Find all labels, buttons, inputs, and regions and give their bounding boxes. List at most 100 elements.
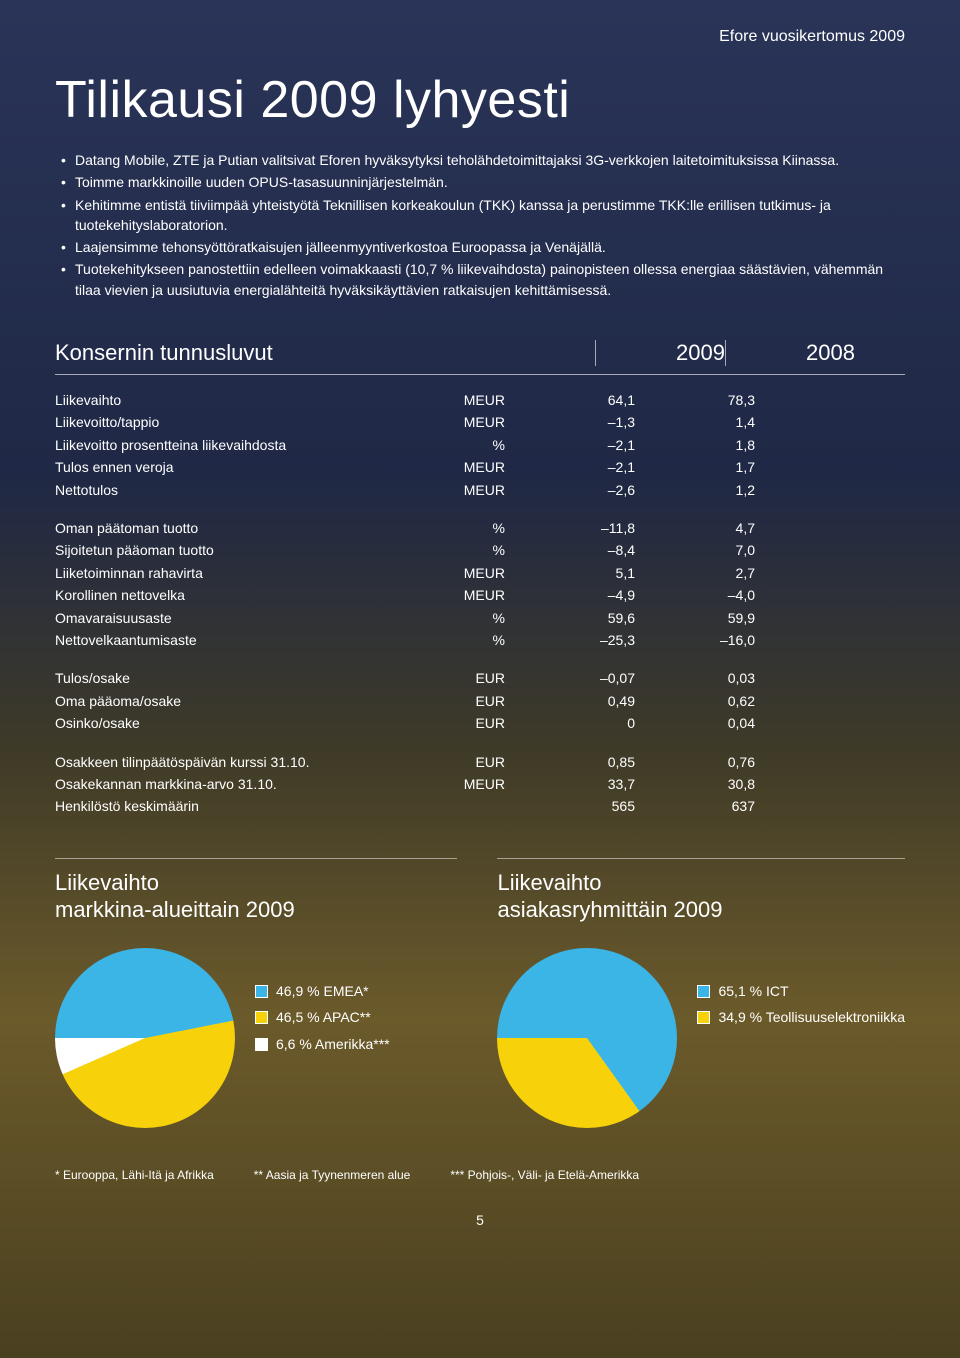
row-val-2009: –0,07 — [515, 667, 635, 689]
table-year2: 2008 — [725, 340, 855, 366]
legend-item: 46,9 % EMEA* — [255, 978, 390, 1005]
row-val-2009: –2,6 — [515, 479, 635, 501]
table-row: Henkilöstö keskimäärin565637 — [55, 795, 905, 817]
row-label: Liikevoitto/tappio — [55, 411, 425, 433]
footnotes: * Eurooppa, Lähi-Itä ja Afrikka ** Aasia… — [55, 1168, 905, 1182]
table-row: LiikevaihtoMEUR64,178,3 — [55, 389, 905, 411]
table-row: Liikevoitto prosentteina liikevaihdosta%… — [55, 434, 905, 456]
table-row: Korollinen nettovelkaMEUR–4,9–4,0 — [55, 584, 905, 606]
table-row: NettotulosMEUR–2,61,2 — [55, 479, 905, 501]
footnote-3: *** Pohjois-, Väli- ja Etelä-Amerikka — [450, 1168, 639, 1182]
legend-swatch — [697, 1011, 710, 1024]
row-label: Omavaraisuusaste — [55, 607, 425, 629]
table-row: Oma pääoma/osakeEUR0,490,62 — [55, 690, 905, 712]
legend-swatch — [255, 1011, 268, 1024]
row-label: Oma pääoma/osake — [55, 690, 425, 712]
row-val-2008: –16,0 — [635, 629, 755, 651]
legend-item: 34,9 % Teollisuuselektroniikka — [697, 1004, 905, 1031]
bullet-item: Tuotekehitykseen panostettiin edelleen v… — [61, 259, 905, 300]
row-unit: EUR — [425, 690, 515, 712]
row-unit: MEUR — [425, 479, 515, 501]
legend-item: 65,1 % ICT — [697, 978, 905, 1005]
chart1-title-line2: markkina-alueittain 2009 — [55, 897, 295, 922]
chart1-title-line1: Liikevaihto — [55, 870, 159, 895]
row-label: Korollinen nettovelka — [55, 584, 425, 606]
legend-label: 6,6 % Amerikka*** — [276, 1031, 390, 1058]
chart2-title-line1: Liikevaihto — [497, 870, 601, 895]
row-val-2008: 637 — [635, 795, 755, 817]
row-label: Liiketoiminnan rahavirta — [55, 562, 425, 584]
table-row: Osinko/osakeEUR00,04 — [55, 712, 905, 734]
row-val-2009: –11,8 — [515, 517, 635, 539]
row-val-2009: –25,3 — [515, 629, 635, 651]
table-row: Liikevoitto/tappioMEUR–1,31,4 — [55, 411, 905, 433]
row-unit: MEUR — [425, 456, 515, 478]
table-row: Osakekannan markkina-arvo 31.10.MEUR33,7… — [55, 773, 905, 795]
row-val-2009: –2,1 — [515, 434, 635, 456]
header-right: Efore vuosikertomus 2009 — [719, 28, 905, 46]
row-val-2008: –4,0 — [635, 584, 755, 606]
legend-market: 46,9 % EMEA*46,5 % APAC**6,6 % Amerikka*… — [255, 978, 390, 1058]
row-val-2009: –2,1 — [515, 456, 635, 478]
row-label: Tulos ennen veroja — [55, 456, 425, 478]
row-val-2008: 0,03 — [635, 667, 755, 689]
row-unit: EUR — [425, 751, 515, 773]
row-val-2008: 1,2 — [635, 479, 755, 501]
row-unit: EUR — [425, 712, 515, 734]
row-val-2009: 33,7 — [515, 773, 635, 795]
row-unit: MEUR — [425, 584, 515, 606]
table-row: Omavaraisuusaste%59,659,9 — [55, 607, 905, 629]
row-unit: MEUR — [425, 411, 515, 433]
row-unit: MEUR — [425, 389, 515, 411]
pie-chart-market — [55, 948, 235, 1128]
row-val-2008: 1,7 — [635, 456, 755, 478]
row-unit: EUR — [425, 667, 515, 689]
row-val-2008: 0,04 — [635, 712, 755, 734]
row-unit — [425, 795, 515, 817]
table-row: Oman päätoman tuotto%–11,84,7 — [55, 517, 905, 539]
row-label: Oman päätoman tuotto — [55, 517, 425, 539]
row-val-2009: 64,1 — [515, 389, 635, 411]
row-label: Osakekannan markkina-arvo 31.10. — [55, 773, 425, 795]
row-val-2008: 4,7 — [635, 517, 755, 539]
row-label: Tulos/osake — [55, 667, 425, 689]
table-row: Liiketoiminnan rahavirtaMEUR5,12,7 — [55, 562, 905, 584]
row-unit: % — [425, 629, 515, 651]
footnote-2: ** Aasia ja Tyynenmeren alue — [254, 1168, 411, 1182]
legend-item: 46,5 % APAC** — [255, 1004, 390, 1031]
row-val-2008: 7,0 — [635, 539, 755, 561]
row-label: Liikevaihto — [55, 389, 425, 411]
row-val-2009: –1,3 — [515, 411, 635, 433]
legend-swatch — [255, 985, 268, 998]
bullet-item: Toimme markkinoille uuden OPUS-tasasuunn… — [61, 172, 905, 192]
row-unit: MEUR — [425, 562, 515, 584]
footnote-1: * Eurooppa, Lähi-Itä ja Afrikka — [55, 1168, 214, 1182]
legend-swatch — [255, 1038, 268, 1051]
page-number: 5 — [55, 1212, 905, 1228]
chart-region-customer: Liikevaihto asiakasryhmittäin 2009 65,1 … — [497, 858, 905, 1128]
row-val-2009: –4,9 — [515, 584, 635, 606]
row-val-2009: 5,1 — [515, 562, 635, 584]
row-unit: % — [425, 434, 515, 456]
row-unit: % — [425, 517, 515, 539]
table-heading: Konsernin tunnusluvut — [55, 340, 595, 366]
row-val-2008: 1,8 — [635, 434, 755, 456]
row-label: Nettotulos — [55, 479, 425, 501]
table-row: Sijoitetun pääoman tuotto%–8,47,0 — [55, 539, 905, 561]
table-row: Tulos/osakeEUR–0,070,03 — [55, 667, 905, 689]
bullet-item: Kehitimme entistä tiiviimpää yhteistyötä… — [61, 195, 905, 236]
row-unit: % — [425, 607, 515, 629]
table-row: Tulos ennen verojaMEUR–2,11,7 — [55, 456, 905, 478]
page-title: Tilikausi 2009 lyhyesti — [55, 70, 905, 130]
legend-customer: 65,1 % ICT34,9 % Teollisuuselektroniikka — [697, 978, 905, 1031]
legend-label: 34,9 % Teollisuuselektroniikka — [718, 1004, 905, 1031]
row-val-2009: 0,49 — [515, 690, 635, 712]
table-year1: 2009 — [595, 340, 725, 366]
legend-item: 6,6 % Amerikka*** — [255, 1031, 390, 1058]
chart-region-market: Liikevaihto markkina-alueittain 2009 46,… — [55, 858, 457, 1128]
chart2-title-line2: asiakasryhmittäin 2009 — [497, 897, 722, 922]
row-val-2009: 59,6 — [515, 607, 635, 629]
bullet-item: Datang Mobile, ZTE ja Putian valitsivat … — [61, 150, 905, 170]
pie-chart-customer — [497, 948, 677, 1128]
legend-label: 65,1 % ICT — [718, 978, 788, 1005]
